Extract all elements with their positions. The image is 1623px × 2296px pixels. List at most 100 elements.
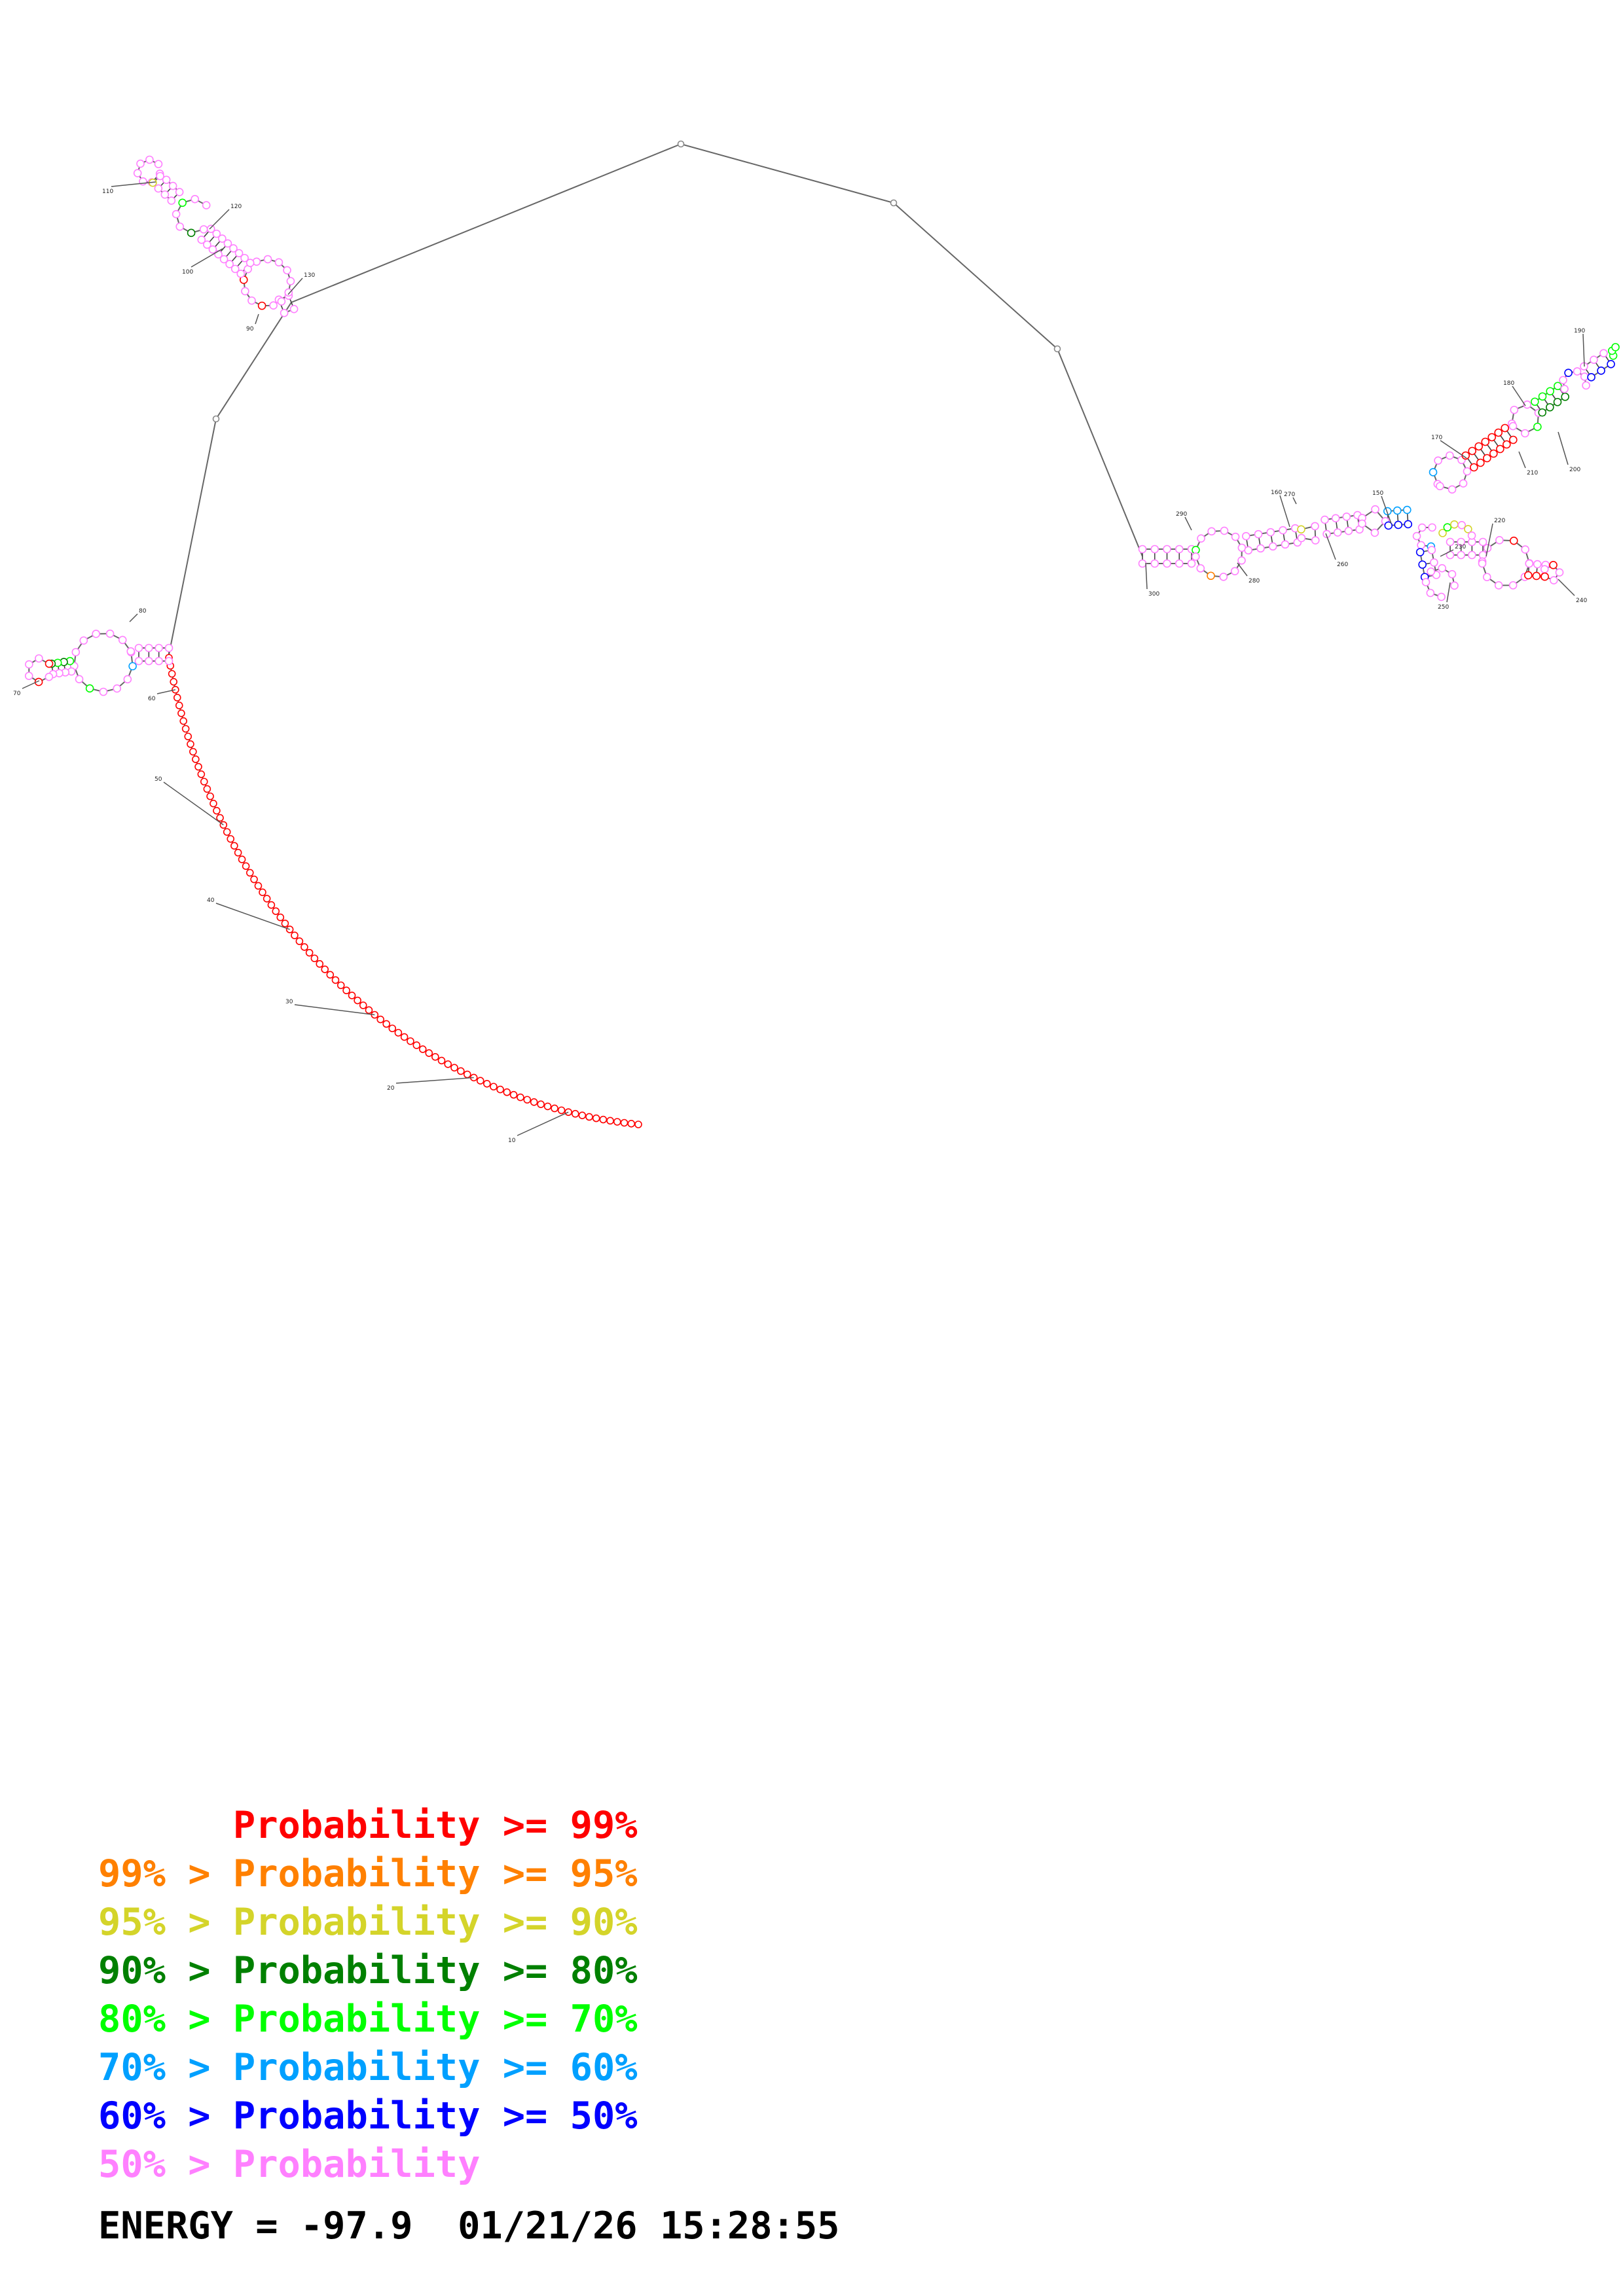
nucleotide	[301, 943, 308, 951]
nucleotide	[1496, 444, 1504, 454]
nucleotide	[1550, 576, 1558, 584]
index-label: 90	[246, 326, 254, 332]
nucleotide	[284, 288, 293, 297]
nucleotide	[1370, 528, 1379, 537]
nucleotide	[613, 1118, 621, 1126]
nucleotide	[407, 1037, 414, 1045]
index-tick	[1440, 440, 1467, 459]
nucleotide	[496, 1085, 504, 1094]
nucleotide	[431, 1052, 439, 1061]
nucleotide	[400, 1033, 409, 1041]
nucleotide	[530, 1098, 538, 1106]
nucleotide	[189, 747, 197, 756]
nucleotide	[627, 1120, 636, 1128]
index-tick	[1145, 562, 1148, 590]
nucleotide	[1523, 571, 1533, 580]
nucleotide	[599, 1115, 608, 1124]
nucleotide	[1344, 526, 1353, 535]
nucleotide	[1459, 479, 1468, 488]
legend-label: Probability >= 95%	[232, 1852, 638, 1895]
legend-prefix: 95% >	[98, 1901, 233, 1944]
nucleotide	[45, 672, 54, 681]
nucleotide	[206, 792, 214, 800]
nucleotide	[444, 1060, 452, 1068]
nucleotide	[35, 654, 43, 663]
nucleotide	[1446, 451, 1454, 460]
backbone	[28, 143, 1616, 1125]
nucleotide	[1483, 454, 1491, 463]
nucleotide	[246, 869, 254, 877]
index-label: 120	[230, 204, 242, 210]
nucleotide	[291, 931, 299, 939]
index-label: 60	[148, 696, 156, 702]
nucleotide	[1525, 559, 1534, 568]
nucleotide	[1448, 485, 1457, 494]
backbone-segment	[1301, 525, 1317, 541]
legend-entry: 80% > Probability >= 70%	[98, 1995, 638, 2043]
nucleotide	[1494, 428, 1503, 437]
index-tick	[156, 689, 176, 694]
nucleotide	[1599, 349, 1608, 357]
nucleotide	[155, 643, 163, 653]
index-label: 170	[1431, 435, 1442, 441]
nucleotide	[1187, 559, 1196, 568]
nucleotide	[557, 1106, 566, 1115]
nucleotide	[1207, 527, 1216, 536]
nucleotide	[1426, 588, 1435, 598]
nucleotide	[234, 848, 242, 857]
nucleotide	[1138, 545, 1147, 554]
index-label: 150	[1372, 490, 1383, 497]
backbone-segment	[1534, 385, 1558, 403]
nucleotide	[240, 253, 249, 262]
legend-label: Probability >= 80%	[232, 1949, 638, 1992]
legend-prefix: 60% >	[98, 2094, 233, 2138]
nucleotide	[1254, 529, 1263, 539]
nucleotide	[274, 258, 283, 267]
nucleotide	[331, 976, 340, 984]
nucleotide	[246, 259, 255, 267]
nucleotide	[216, 814, 224, 822]
nucleotide	[517, 1093, 524, 1102]
backbone-segment	[1324, 514, 1358, 521]
nucleotide	[1175, 545, 1184, 554]
nucleotide	[1538, 408, 1546, 417]
nucleotide	[1611, 343, 1620, 351]
nucleotide	[1468, 446, 1476, 456]
nucleotide	[476, 1077, 484, 1085]
nucleotide	[1175, 559, 1184, 568]
nucleotide	[310, 954, 319, 963]
index-tick	[1381, 495, 1392, 524]
nucleotide	[394, 1029, 403, 1037]
nucleotide	[1281, 540, 1290, 549]
index-label: 220	[1494, 518, 1505, 524]
nucleotide	[1438, 564, 1446, 573]
nucleotide	[199, 225, 208, 234]
nucleotide	[592, 1114, 600, 1122]
nucleotide	[156, 171, 164, 181]
index-label: 160	[1271, 490, 1282, 496]
nucleotide	[172, 209, 181, 219]
nucleotide	[223, 239, 232, 248]
nucleotide	[1241, 531, 1250, 541]
nucleotide	[1430, 558, 1438, 567]
nucleotide	[537, 1100, 545, 1108]
nucleotide	[1138, 559, 1147, 568]
nucleotide	[1533, 422, 1542, 431]
nucleotide	[267, 901, 276, 909]
nucleotide	[1196, 564, 1205, 573]
energy-value: -97.9	[300, 2204, 413, 2248]
index-label: 40	[207, 897, 215, 904]
nucleotide	[1597, 367, 1605, 375]
nucleotide	[170, 677, 178, 686]
nucleotide	[286, 277, 295, 285]
nucleotide	[1207, 571, 1215, 581]
nucleotide	[263, 255, 272, 264]
nucleotide	[1560, 384, 1569, 393]
nucleotide	[606, 1117, 614, 1125]
nucleotide	[490, 1083, 498, 1091]
nucleotide	[1450, 581, 1459, 590]
nucleotide	[45, 659, 54, 668]
nucleotide	[1573, 367, 1582, 376]
index-tick	[191, 248, 223, 268]
nucleotide	[1503, 440, 1511, 449]
